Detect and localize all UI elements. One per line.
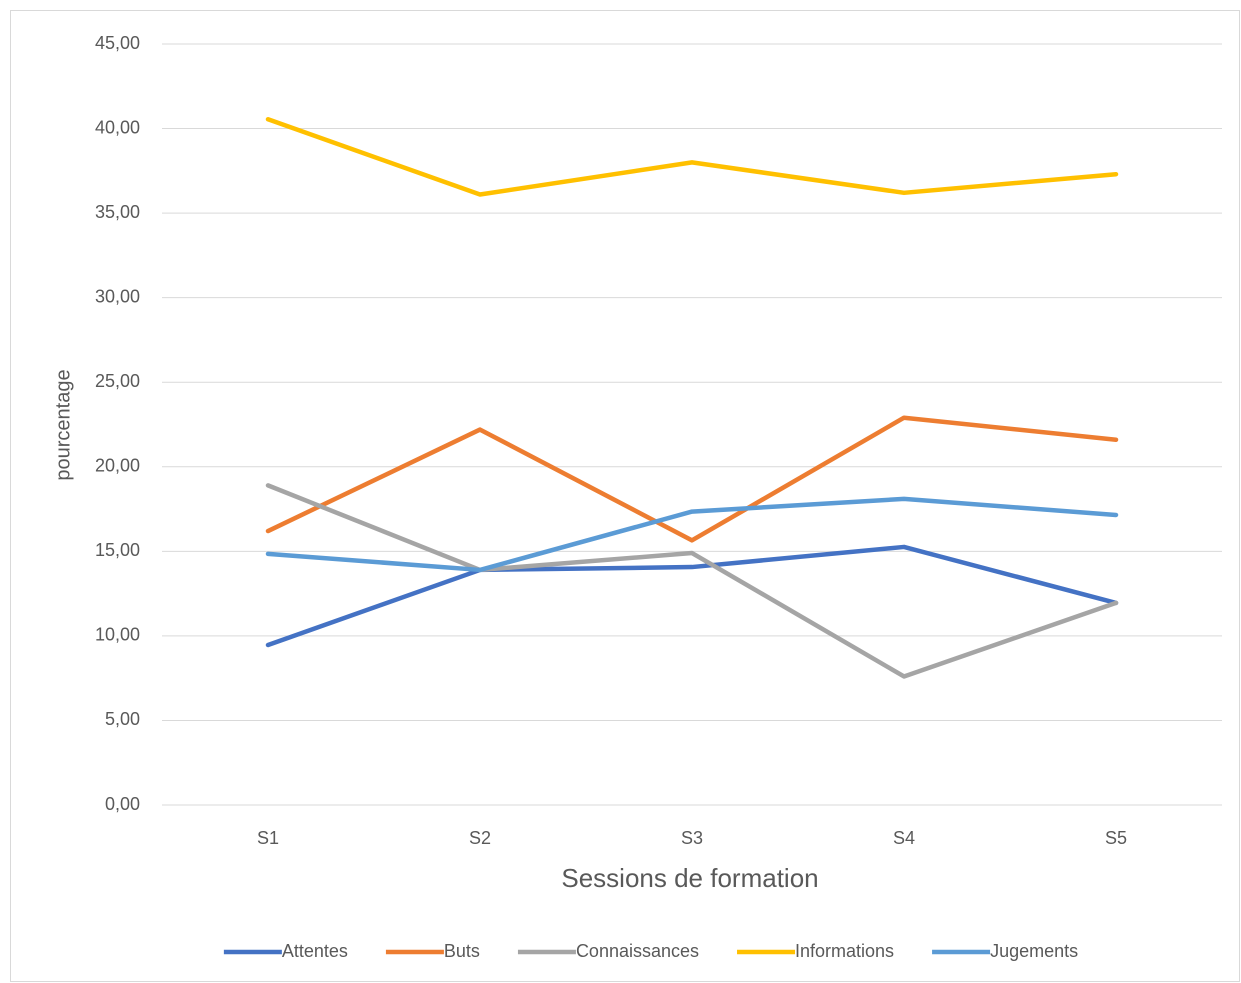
legend-label: Attentes	[282, 941, 348, 961]
y-axis-title: pourcentage	[52, 369, 74, 480]
legend-label: Jugements	[990, 941, 1078, 961]
y-tick-label: 40,00	[95, 117, 140, 137]
line-series	[265, 415, 1119, 543]
y-tick-label: 15,00	[95, 540, 140, 560]
y-tick-label: 20,00	[95, 456, 140, 476]
x-tick-label: S1	[257, 828, 279, 848]
y-tick-label: 45,00	[95, 33, 140, 53]
legend-label: Connaissances	[576, 941, 699, 961]
y-tick-label: 35,00	[95, 202, 140, 222]
y-tick-label: 0,00	[105, 794, 140, 814]
y-tick-label: 5,00	[105, 709, 140, 729]
x-tick-label: S4	[893, 828, 915, 848]
x-tick-label: S5	[1105, 828, 1127, 848]
legend-label: Buts	[444, 941, 480, 961]
y-tick-label: 10,00	[95, 625, 140, 645]
x-tick-label: S2	[469, 828, 491, 848]
y-tick-label: 25,00	[95, 371, 140, 391]
x-axis-title: Sessions de formation	[561, 863, 818, 893]
legend-label: Informations	[795, 941, 894, 961]
line-series	[265, 544, 1119, 648]
y-tick-label: 30,00	[95, 286, 140, 306]
line-series	[265, 496, 1119, 573]
line-series	[265, 483, 1119, 679]
x-tick-label: S3	[681, 828, 703, 848]
chart-border	[10, 10, 1240, 982]
line-series	[265, 117, 1119, 197]
